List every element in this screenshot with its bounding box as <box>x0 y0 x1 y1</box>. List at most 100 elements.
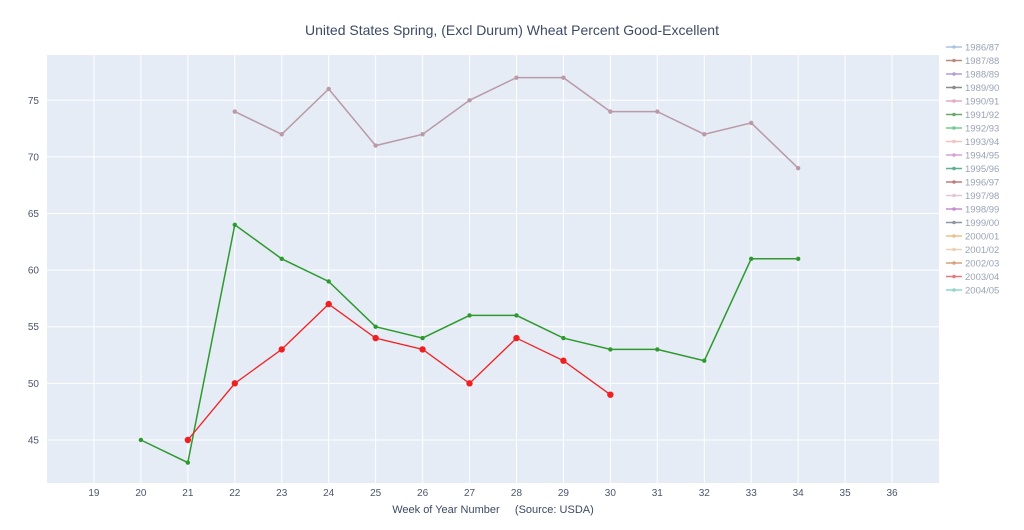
x-axis-ticks: 19 20 21 22 23 24 25 26 27 28 29 30 31 32 33 34 35 36 <box>88 488 898 499</box>
y-tick-label: 75 <box>28 96 40 107</box>
legend-label: 1997/98 <box>965 191 999 202</box>
data-point[interactable] <box>795 256 801 262</box>
legend-marker <box>952 139 956 144</box>
legend-marker <box>952 112 956 117</box>
x-tick-label: 24 <box>323 488 335 499</box>
legend-marker <box>952 247 956 252</box>
data-point[interactable] <box>138 437 144 443</box>
data-point[interactable] <box>561 335 566 341</box>
legend-marker <box>952 288 956 292</box>
legend-marker <box>952 220 956 225</box>
legend-marker <box>952 274 956 279</box>
legend-item[interactable]: 1986/87 <box>946 42 999 53</box>
x-tick-label: 29 <box>558 488 570 499</box>
series-path <box>187 303 611 441</box>
series-line <box>184 300 614 444</box>
x-tick-label: 23 <box>276 488 288 499</box>
legend-item[interactable]: 2000/01 <box>946 231 999 242</box>
data-point[interactable] <box>655 347 660 352</box>
data-point[interactable] <box>514 313 519 318</box>
legend-item[interactable]: 1999/00 <box>946 218 999 229</box>
data-point[interactable] <box>514 75 519 80</box>
legend-marker <box>952 99 956 103</box>
legend-item[interactable]: 1992/93 <box>946 123 999 134</box>
legend-item[interactable]: 1995/96 <box>946 164 999 175</box>
x-tick-label: 22 <box>229 488 241 499</box>
x-tick-label: 30 <box>605 488 617 499</box>
legend-item[interactable]: 2001/02 <box>946 245 999 256</box>
data-point[interactable] <box>608 347 613 352</box>
plot-area[interactable] <box>47 55 939 483</box>
data-point[interactable] <box>232 109 237 114</box>
legend-label: 2002/03 <box>965 258 999 269</box>
legend-item[interactable]: 1991/92 <box>946 110 999 121</box>
x-tick-label: 34 <box>793 488 805 499</box>
data-point[interactable] <box>373 143 378 148</box>
data-point[interactable] <box>279 256 284 262</box>
data-point[interactable] <box>185 460 191 465</box>
x-tick-label: 31 <box>652 488 664 499</box>
data-point[interactable] <box>513 334 520 342</box>
legend-label: 1991/92 <box>965 110 999 121</box>
data-point[interactable] <box>702 358 707 363</box>
data-point[interactable] <box>467 98 472 103</box>
data-point[interactable] <box>278 346 285 353</box>
data-point[interactable] <box>326 86 331 92</box>
x-tick-label: 35 <box>840 488 852 499</box>
legend-label: 1995/96 <box>965 164 999 175</box>
x-tick-label: 33 <box>746 488 758 499</box>
legend-item[interactable]: 2002/03 <box>946 258 999 269</box>
legend-label: 2000/01 <box>965 231 999 242</box>
data-point[interactable] <box>749 256 754 262</box>
data-point[interactable] <box>372 334 379 342</box>
legend-item[interactable]: 1994/95 <box>946 150 999 161</box>
legend-item[interactable]: 1987/88 <box>946 56 999 67</box>
legend-item[interactable]: 1997/98 <box>946 191 999 202</box>
gridlines <box>47 55 939 483</box>
data-point[interactable] <box>231 380 238 387</box>
data-point[interactable] <box>749 120 754 126</box>
legend-marker <box>952 153 956 157</box>
data-point[interactable] <box>466 380 473 387</box>
legend-label: 1996/97 <box>965 177 999 188</box>
data-point[interactable] <box>326 279 331 284</box>
legend-marker <box>952 126 956 130</box>
legend-item[interactable]: 1988/89 <box>946 69 999 80</box>
data-point[interactable] <box>325 300 332 308</box>
data-point[interactable] <box>608 109 613 114</box>
legend-label: 2004/05 <box>965 285 999 296</box>
data-point[interactable] <box>420 132 425 137</box>
legend-item[interactable]: 1998/99 <box>946 204 999 215</box>
legend-marker <box>952 207 956 211</box>
data-point[interactable] <box>607 391 614 398</box>
legend-item[interactable]: 2003/04 <box>946 272 999 283</box>
data-point[interactable] <box>467 313 472 318</box>
series-group <box>138 75 801 465</box>
data-point[interactable] <box>795 166 801 171</box>
y-tick-label: 45 <box>28 435 40 446</box>
legend-label: 1988/89 <box>965 69 999 80</box>
x-tick-label: 21 <box>182 488 194 499</box>
data-point[interactable] <box>655 109 660 114</box>
legend-marker <box>952 193 956 198</box>
legend-item[interactable]: 1990/91 <box>946 96 999 107</box>
legend-item[interactable]: 2004/05 <box>946 285 999 296</box>
legend-item[interactable]: 1989/90 <box>946 83 999 94</box>
data-point[interactable] <box>279 132 284 137</box>
legend-marker <box>952 166 956 171</box>
legend-marker <box>952 85 956 90</box>
data-point[interactable] <box>560 357 567 364</box>
data-point[interactable] <box>184 436 192 444</box>
data-point[interactable] <box>373 324 378 329</box>
legend-item[interactable]: 1993/94 <box>946 137 999 148</box>
legend[interactable]: 1986/87 1987/88 1988/89 1989/90 1990/91 1991/… <box>946 42 999 296</box>
x-tick-label: 27 <box>464 488 476 499</box>
data-point[interactable] <box>419 346 426 353</box>
data-point[interactable] <box>561 75 566 80</box>
x-tick-label: 26 <box>417 488 429 499</box>
data-point[interactable] <box>232 222 237 228</box>
legend-item[interactable]: 1996/97 <box>946 177 999 188</box>
data-point[interactable] <box>702 132 707 137</box>
data-point[interactable] <box>420 335 425 341</box>
